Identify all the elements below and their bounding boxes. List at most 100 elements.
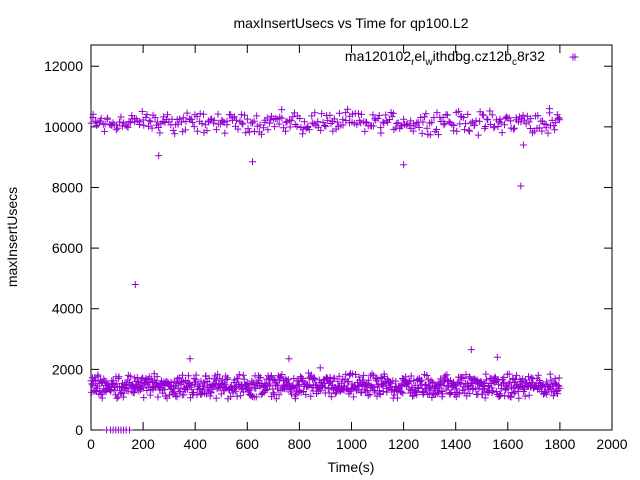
y-tick-label: 0 [75, 422, 83, 438]
data-point [416, 377, 424, 385]
x-axis: 0 200 400 600 800 1000 1200 1400 1600 1800 2000 [87, 45, 628, 452]
data-point [227, 111, 235, 119]
data-point [375, 111, 383, 119]
data-point [455, 107, 463, 115]
data-point [202, 390, 210, 398]
data-point [139, 374, 147, 382]
data-point [496, 390, 504, 398]
data-point [342, 109, 350, 117]
data-point [92, 377, 100, 385]
data-point [317, 126, 325, 134]
data-point [342, 370, 350, 378]
data-point [278, 371, 286, 379]
data-point [453, 385, 461, 393]
data-point [481, 124, 489, 132]
x-tick-label: 1400 [440, 436, 471, 452]
data-point [393, 120, 401, 128]
data-point [296, 386, 304, 394]
data-point [243, 115, 251, 123]
data-point [521, 392, 529, 400]
data-point [154, 393, 162, 401]
data-point [250, 127, 258, 135]
data-point [96, 387, 104, 395]
data-point [212, 380, 220, 388]
data-point [198, 120, 206, 128]
data-point [330, 375, 338, 383]
data-point [458, 373, 466, 381]
x-tick-label: 1800 [544, 436, 575, 452]
data-point [114, 124, 122, 132]
data-point [145, 122, 153, 130]
data-point [267, 116, 275, 124]
data-point [382, 117, 390, 125]
data-point [177, 118, 185, 126]
x-tick-label: 1000 [336, 436, 367, 452]
data-point [493, 353, 501, 361]
data-point [350, 393, 358, 401]
data-point [478, 390, 486, 398]
data-point [212, 394, 220, 402]
data-point [472, 385, 480, 393]
data-point [101, 120, 109, 128]
data-point [363, 119, 371, 127]
data-point [193, 127, 201, 135]
x-tick-label: 2000 [596, 436, 627, 452]
data-point [232, 116, 240, 124]
data-point [173, 393, 181, 401]
data-point [153, 373, 161, 381]
data-point [213, 385, 221, 393]
data-point [89, 110, 97, 118]
data-point [369, 122, 377, 130]
data-point [393, 394, 401, 402]
data-point [399, 389, 407, 397]
data-point [106, 387, 114, 395]
data-point [314, 118, 322, 126]
data-point [441, 120, 449, 128]
data-point [543, 390, 551, 398]
data-point [510, 124, 518, 132]
data-point [244, 387, 252, 395]
data-point [352, 371, 360, 379]
data-point [437, 117, 445, 125]
data-point [333, 118, 341, 126]
data-point [506, 393, 514, 401]
data-point [504, 385, 512, 393]
data-point [546, 370, 554, 378]
data-point [551, 375, 559, 383]
data-point [267, 372, 275, 380]
data-point [438, 393, 446, 401]
data-point [465, 126, 473, 134]
data-point [440, 121, 448, 129]
data-point [266, 119, 274, 127]
data-point [408, 392, 416, 400]
data-point [151, 114, 159, 122]
data-point [304, 382, 312, 390]
data-point [430, 114, 438, 122]
data-point [509, 125, 517, 133]
data-point [117, 113, 125, 121]
data-point [555, 374, 563, 382]
data-point [317, 387, 325, 395]
data-point [493, 377, 501, 385]
data-point [542, 124, 550, 132]
data-point [242, 129, 250, 137]
data-point [237, 111, 245, 119]
data-point [278, 106, 286, 114]
data-point [379, 388, 387, 396]
data-point [94, 372, 102, 380]
data-point [308, 119, 316, 127]
data-point [275, 391, 283, 399]
x-tick-label: 0 [87, 436, 95, 452]
data-point [248, 119, 256, 127]
data-point [155, 152, 163, 160]
data-point [282, 127, 290, 135]
data-point [200, 382, 208, 390]
data-point [428, 118, 436, 126]
data-point [520, 116, 528, 124]
data-point [369, 111, 377, 119]
data-point [460, 114, 468, 122]
data-point [290, 109, 298, 117]
data-point [284, 376, 292, 384]
data-point [147, 118, 155, 126]
data-point [366, 390, 374, 398]
